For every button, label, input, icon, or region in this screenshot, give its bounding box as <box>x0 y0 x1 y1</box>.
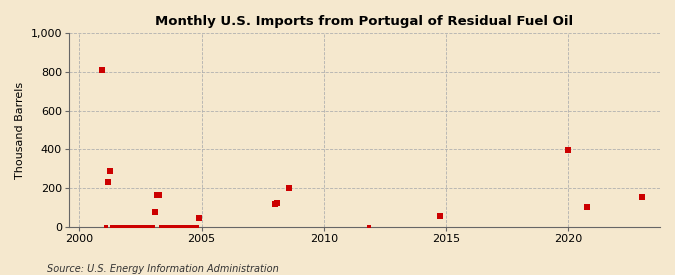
Point <box>141 224 152 229</box>
Point <box>101 224 111 229</box>
Point <box>188 224 198 229</box>
Point <box>167 224 178 229</box>
Point <box>581 205 592 210</box>
Point <box>103 180 113 184</box>
Point <box>113 224 124 229</box>
Point <box>173 224 184 229</box>
Point <box>105 168 115 173</box>
Point <box>169 224 180 229</box>
Point <box>165 224 176 229</box>
Point <box>97 68 107 72</box>
Point <box>284 186 294 190</box>
Point <box>178 224 188 229</box>
Point <box>192 224 203 229</box>
Point <box>137 224 148 229</box>
Point <box>186 224 196 229</box>
Point <box>119 224 130 229</box>
Point <box>133 224 144 229</box>
Point <box>143 224 154 229</box>
Point <box>121 224 132 229</box>
Point <box>435 214 446 218</box>
Point <box>159 224 170 229</box>
Point <box>176 224 186 229</box>
Point <box>171 224 182 229</box>
Point <box>151 192 162 197</box>
Point <box>271 201 282 206</box>
Point <box>363 224 374 229</box>
Point <box>123 224 134 229</box>
Point <box>139 224 150 229</box>
Title: Monthly U.S. Imports from Portugal of Residual Fuel Oil: Monthly U.S. Imports from Portugal of Re… <box>155 15 574 28</box>
Point <box>135 224 146 229</box>
Point <box>194 216 205 220</box>
Point <box>269 202 280 207</box>
Point <box>163 224 174 229</box>
Point <box>145 224 156 229</box>
Y-axis label: Thousand Barrels: Thousand Barrels <box>15 81 25 178</box>
Point <box>184 224 194 229</box>
Point <box>161 224 172 229</box>
Point <box>115 224 126 229</box>
Point <box>125 224 136 229</box>
Point <box>149 210 160 214</box>
Point <box>127 224 138 229</box>
Text: Source: U.S. Energy Information Administration: Source: U.S. Energy Information Administ… <box>47 264 279 274</box>
Point <box>109 224 119 229</box>
Point <box>131 224 142 229</box>
Point <box>147 224 158 229</box>
Point <box>563 148 574 152</box>
Point <box>107 224 117 229</box>
Point <box>637 194 647 199</box>
Point <box>190 224 201 229</box>
Point <box>182 224 192 229</box>
Point <box>111 224 122 229</box>
Point <box>180 224 190 229</box>
Point <box>129 224 140 229</box>
Point <box>155 224 166 229</box>
Point <box>117 224 128 229</box>
Point <box>153 192 164 197</box>
Point <box>157 224 168 229</box>
